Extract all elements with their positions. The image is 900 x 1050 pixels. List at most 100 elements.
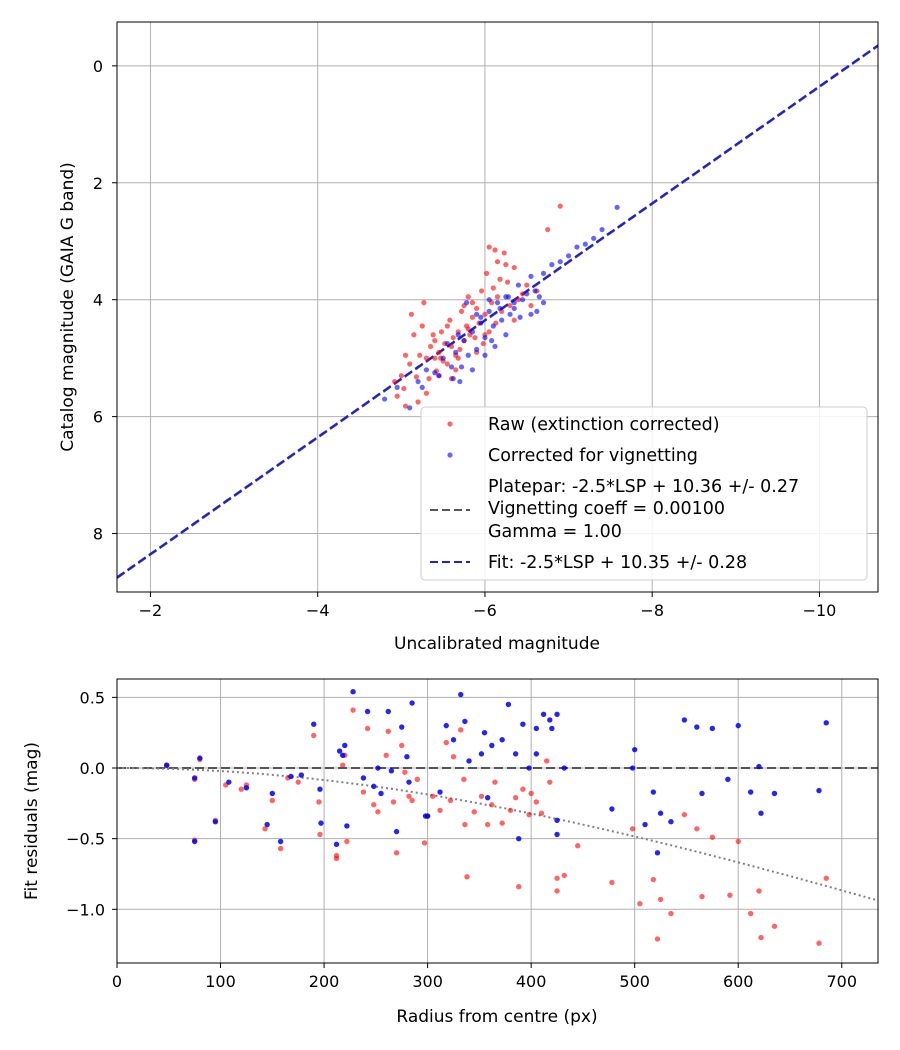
top-raw-point xyxy=(545,226,551,233)
bottom-raw-point xyxy=(489,802,495,808)
bottom-corrected-point xyxy=(462,718,468,725)
bottom-x-tick-label: 200 xyxy=(309,972,340,991)
top-corrected-point xyxy=(482,352,488,358)
top-corrected-point xyxy=(463,300,470,306)
bottom-corrected-point xyxy=(191,775,198,781)
bottom-raw-point xyxy=(450,754,457,760)
bottom-corrected-point xyxy=(561,765,567,771)
top-raw-point xyxy=(473,305,480,312)
bottom-corrected-point xyxy=(360,775,367,781)
bottom-raw-point xyxy=(747,910,754,917)
bottom-corrected-point xyxy=(654,850,661,856)
bottom-raw-point xyxy=(735,838,741,845)
bottom-corrected-point xyxy=(212,819,219,825)
top-corrected-point xyxy=(461,338,467,344)
bottom-raw-point xyxy=(421,840,428,846)
top-raw-point xyxy=(455,355,461,361)
top-y-axis-label: Catalog magnitude (GAIA G band) xyxy=(58,162,78,452)
bottom-raw-point xyxy=(364,725,371,732)
bottom-corrected-point xyxy=(344,823,350,829)
bottom-corrected-point xyxy=(512,751,519,757)
bottom-corrected-point xyxy=(450,737,457,743)
bottom-corrected-point xyxy=(375,765,381,771)
bottom-raw-point xyxy=(295,779,301,785)
bottom-corrected-point xyxy=(816,787,822,794)
bottom-corrected-point xyxy=(629,765,636,771)
top-raw-point xyxy=(494,259,501,265)
legend-box xyxy=(420,406,868,581)
bottom-corrected-point xyxy=(243,785,250,791)
top-y-tick-label: 2 xyxy=(93,174,103,193)
bottom-raw-point xyxy=(311,732,317,739)
bottom-raw-point xyxy=(637,900,643,907)
bottom-y-tick-label: 0.5 xyxy=(80,688,105,707)
top-corrected-point xyxy=(517,314,523,320)
bottom-corrected-point xyxy=(609,806,615,812)
top-raw-point xyxy=(408,311,414,317)
bottom-corrected-point xyxy=(269,790,276,797)
bottom-raw-point xyxy=(414,776,420,783)
top-x-tick-label: −4 xyxy=(306,601,330,620)
bottom-x-tick-label: 700 xyxy=(826,972,857,991)
bottom-corrected-point xyxy=(458,691,464,698)
bottom-corrected-point xyxy=(547,717,553,723)
top-raw-point xyxy=(486,244,492,250)
top-x-tick-label: −2 xyxy=(139,601,163,620)
top-corrected-point xyxy=(469,367,476,373)
top-raw-point xyxy=(511,264,517,271)
bottom-reference-lines xyxy=(117,767,879,902)
bottom-corrected-point xyxy=(642,821,648,828)
bottom-corrected-point xyxy=(554,817,560,823)
bottom-corrected-point xyxy=(197,755,203,761)
top-corrected-point xyxy=(536,294,542,300)
top-corrected-point xyxy=(382,396,388,402)
bottom-corrected-point xyxy=(489,742,495,749)
bottom-corrected-point xyxy=(650,789,657,795)
bottom-raw-point xyxy=(447,797,454,804)
bottom-corrected-point xyxy=(311,721,317,727)
bottom-corrected-point xyxy=(631,746,638,753)
bottom-raw-point xyxy=(771,923,778,929)
top-ticks: −2 −4 −6 −8 −10 0 2 4 6 8 xyxy=(93,57,837,620)
bottom-y-tick-label: 0.0 xyxy=(80,759,105,778)
bottom-corrected-point xyxy=(554,831,560,838)
top-corrected-point xyxy=(440,355,446,361)
bottom-raw-point xyxy=(654,936,661,942)
bottom-raw-point xyxy=(461,776,467,783)
top-corrected-point xyxy=(473,311,480,317)
bottom-x-tick-label: 600 xyxy=(723,972,754,991)
top-raw-point xyxy=(480,340,486,347)
bottom-raw-point xyxy=(437,807,443,814)
bottom-corrected-point xyxy=(725,776,731,783)
bottom-corrected-point xyxy=(709,725,716,732)
top-raw-point xyxy=(504,279,511,285)
top-corrected-point xyxy=(457,378,463,385)
top-raw-point xyxy=(519,291,526,297)
top-y-tick-label: 8 xyxy=(93,525,103,544)
legend-raw-marker xyxy=(447,421,453,427)
top-raw-point xyxy=(438,329,445,335)
top-raw-point xyxy=(413,374,419,380)
top-raw-point xyxy=(557,203,563,209)
bottom-corrected-point xyxy=(336,748,343,754)
top-raw-point xyxy=(444,361,450,367)
top-corrected-point xyxy=(448,364,455,370)
top-corrected-point xyxy=(511,300,517,306)
bottom-corrected-point xyxy=(478,751,485,757)
bottom-raw-point xyxy=(406,793,412,799)
bottom-corrected-point xyxy=(484,794,491,801)
bottom-x-tick-label: 300 xyxy=(412,972,443,991)
bottom-raw-point xyxy=(443,739,449,746)
top-raw-point xyxy=(453,367,459,373)
top-raw-point xyxy=(465,294,471,300)
bottom-raw-point xyxy=(681,811,688,818)
bottom-raw-point xyxy=(668,910,674,917)
top-corrected-point xyxy=(532,288,538,294)
top-corrected-point xyxy=(557,259,563,265)
top-raw-point xyxy=(417,352,423,358)
bottom-corrected-point xyxy=(378,790,384,797)
bottom-corrected-point xyxy=(466,758,472,764)
bottom-corrected-point xyxy=(526,765,532,771)
top-raw-point xyxy=(430,332,436,338)
top-corrected-point xyxy=(494,300,501,306)
